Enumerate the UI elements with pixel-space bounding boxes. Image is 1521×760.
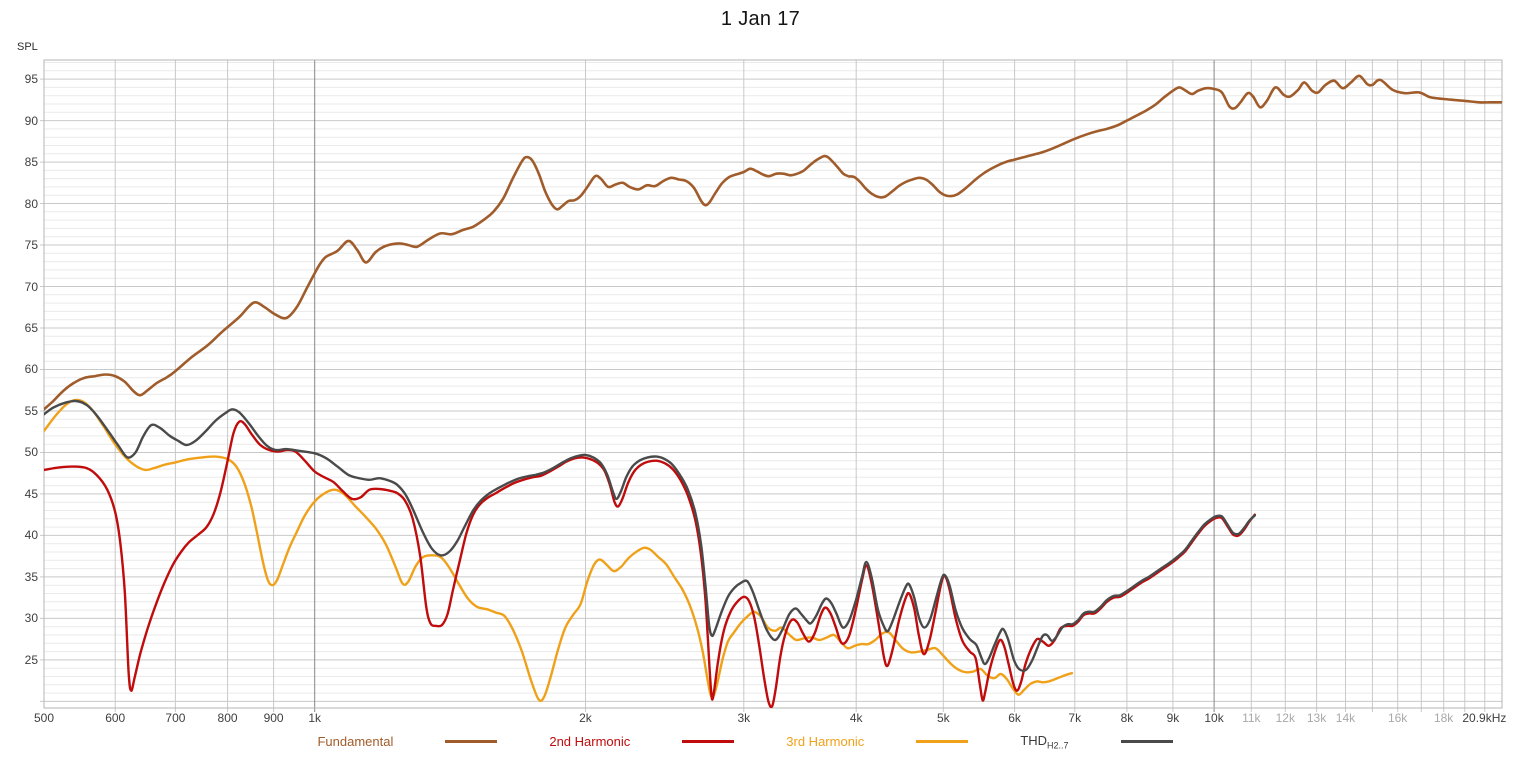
y-tick-label: 50 <box>24 445 38 460</box>
y-tick-label: 55 <box>24 403 38 418</box>
x-tick-label: 800 <box>217 711 238 725</box>
y-tick-label: 25 <box>24 652 38 667</box>
x-tick-label: 11k <box>1242 711 1261 725</box>
y-tick-label: 35 <box>24 569 38 584</box>
x-tick-label: 4k <box>849 711 863 725</box>
curve-fundamental <box>44 74 1502 411</box>
y-tick-label: 70 <box>24 279 38 294</box>
x-tick-label: 6k <box>1008 711 1021 725</box>
x-tick-label: 8k <box>1120 711 1134 725</box>
legend-item-fundamental[interactable]: Fundamental <box>317 734 498 750</box>
legend-line-swatch <box>445 740 498 744</box>
legend-label: THDH2..7 <box>1020 733 1069 751</box>
x-tick-label: 3k <box>737 711 751 725</box>
legend-label: Fundamental <box>317 734 394 750</box>
legend-label-subscript: H2..7 <box>1047 740 1069 751</box>
x-tick-label: 700 <box>165 711 186 725</box>
y-tick-label: 30 <box>24 611 38 626</box>
x-tick-label: 5k <box>937 711 950 725</box>
x-tick-label: 12k <box>1275 711 1295 725</box>
legend-line-swatch <box>1120 740 1173 744</box>
y-tick-label: 95 <box>24 72 38 87</box>
x-tick-label: 10k <box>1204 711 1224 725</box>
legend-item-3rd-harmonic[interactable]: 3rd Harmonic <box>786 734 969 750</box>
legend-label: 2nd Harmonic <box>549 734 631 750</box>
curve-2nd-harmonic <box>44 420 1256 708</box>
plot-border <box>43 59 1503 709</box>
legend-item-thd[interactable]: THDH2..7 <box>1020 733 1173 751</box>
legend-label: 3rd Harmonic <box>786 734 865 750</box>
x-tick-label: 500 <box>33 711 55 725</box>
x-tick-label: 600 <box>105 711 126 725</box>
y-tick-label: 90 <box>24 113 38 128</box>
x-tick-label: 20.9kHz <box>1462 711 1507 725</box>
curve-thd <box>44 399 1256 672</box>
x-tick-label: 14k <box>1335 711 1356 725</box>
x-tick-label: 16k <box>1387 711 1408 725</box>
x-tick-label: 2k <box>579 711 592 725</box>
x-tick-label: 9k <box>1166 711 1180 725</box>
y-tick-label: 80 <box>24 196 38 211</box>
y-axis-title: SPL <box>17 41 38 53</box>
legend: Fundamental 2nd Harmonic 3rd Harmonic THDH2… <box>0 733 1490 751</box>
legend-item-2nd-harmonic[interactable]: 2nd Harmonic <box>549 734 735 750</box>
x-tick-label: 13k <box>1306 711 1327 725</box>
y-tick-label: 75 <box>24 238 38 253</box>
x-tick-label: 900 <box>263 711 284 725</box>
y-tick-label: 45 <box>24 486 38 501</box>
curve-3rd-harmonic <box>44 398 1074 703</box>
x-tick-label: 7k <box>1068 711 1082 725</box>
y-tick-label: 85 <box>24 155 38 170</box>
x-tick-label: 1k <box>308 711 322 725</box>
chart-title: 1 Jan 17 <box>720 8 801 30</box>
x-tick-label: 18k <box>1433 711 1454 725</box>
y-tick-label: 60 <box>24 362 38 377</box>
legend-line-swatch <box>682 740 735 744</box>
legend-line-swatch <box>916 740 969 744</box>
y-tick-label: 65 <box>24 320 38 335</box>
y-tick-label: 40 <box>24 528 38 543</box>
